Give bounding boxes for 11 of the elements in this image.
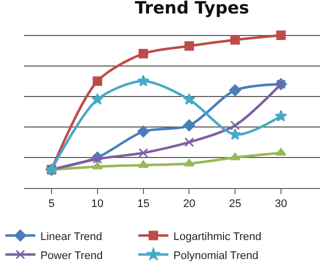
legend-label: Logartihmic Trend (173, 230, 262, 243)
x-tick-label: 30 (274, 198, 288, 210)
chart-title: Trend Types (134, 0, 250, 18)
legend-label: Polynomial Trend (173, 250, 258, 262)
legend-label: Power Trend (40, 250, 103, 262)
x-tick-label: 25 (228, 198, 242, 210)
x-tick-label: 15 (137, 198, 150, 210)
x-tick-label: 5 (48, 198, 55, 210)
legend-label: Linear Trend (40, 230, 102, 243)
x-tick-label: 20 (183, 198, 196, 210)
x-tick-label: 10 (91, 198, 104, 210)
